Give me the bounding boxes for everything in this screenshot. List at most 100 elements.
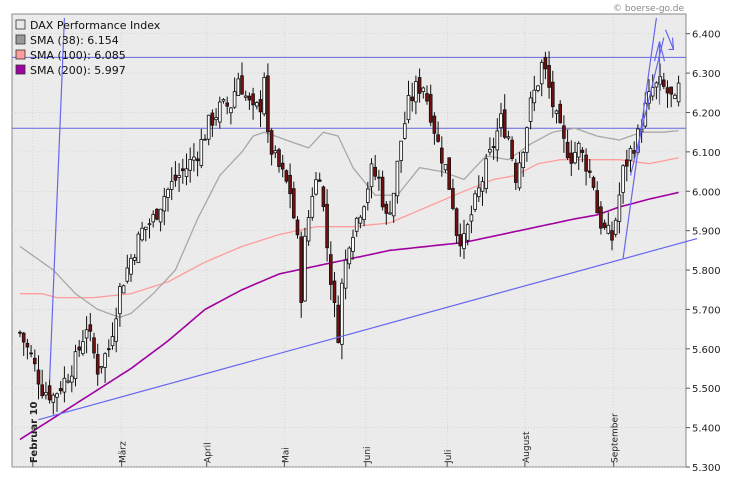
candle-body — [377, 176, 381, 179]
candle-body — [84, 329, 89, 339]
candle-body — [443, 164, 448, 171]
candle-body — [140, 227, 144, 241]
candle-body — [21, 332, 26, 343]
candle-body — [147, 223, 152, 226]
candle-body — [476, 187, 481, 198]
candle-body — [502, 109, 507, 138]
candle-body — [229, 107, 233, 114]
candle-body — [436, 134, 440, 142]
candle-body — [180, 168, 185, 172]
y-tick-label: 5.800 — [692, 266, 721, 277]
trend-lines — [38, 17, 698, 421]
candle-body — [606, 224, 611, 234]
candle-body — [33, 357, 37, 365]
candle-body — [506, 136, 511, 139]
candle-body — [188, 158, 193, 171]
candle-body — [484, 158, 488, 189]
candle-body — [676, 82, 681, 103]
candle-body — [232, 91, 237, 108]
y-tick-label: 5.500 — [692, 384, 721, 395]
candle-body — [665, 87, 670, 94]
candle-body — [118, 286, 122, 315]
y-tick-label: 6.300 — [692, 69, 721, 80]
candle-body — [254, 102, 259, 107]
candle-body — [55, 393, 59, 398]
candle-body — [184, 168, 189, 177]
candle-body — [158, 208, 163, 223]
candle-body — [195, 158, 200, 162]
candle-body — [543, 56, 548, 70]
candle-body — [536, 85, 540, 91]
candle-body — [166, 188, 170, 198]
x-month-label: Mai — [281, 447, 291, 463]
legend-label: SMA (38): 6.154 — [30, 34, 119, 47]
candle-body — [295, 219, 300, 236]
candle-body — [288, 174, 292, 195]
candle-body — [465, 224, 470, 241]
candle-body — [306, 217, 311, 242]
legend-swatch — [15, 34, 26, 45]
candle-body — [125, 267, 130, 282]
candle-body — [499, 113, 503, 128]
x-month-label: Juni — [363, 446, 373, 464]
candle-body — [273, 150, 278, 154]
candle-body — [625, 159, 629, 167]
candle-body — [266, 75, 270, 133]
legend-label: SMA (200): 5.997 — [30, 64, 126, 77]
candle-body — [129, 257, 133, 275]
candle-body — [399, 140, 403, 161]
candle-body — [162, 195, 167, 212]
candle-body — [269, 130, 274, 155]
y-tick-label: 6.200 — [692, 108, 721, 119]
candle-body — [262, 77, 266, 115]
candle-body — [347, 247, 352, 265]
candle-body — [558, 103, 562, 124]
candle-body — [613, 219, 618, 235]
candle-body — [410, 96, 414, 102]
candle-body — [406, 95, 411, 121]
candle-body — [92, 337, 96, 354]
arrow-up-icon — [653, 41, 666, 105]
candle-body — [488, 148, 492, 153]
candle-body — [662, 79, 666, 87]
candle-body — [510, 139, 514, 159]
candle-body — [669, 86, 673, 95]
candle-body — [480, 181, 485, 192]
candle-body — [277, 149, 281, 167]
x-month-label: September — [611, 413, 621, 463]
candle-body — [469, 214, 474, 222]
candle-body — [36, 369, 41, 385]
candle-body — [203, 138, 207, 141]
candles — [18, 51, 681, 415]
candle-body — [584, 154, 588, 172]
candle-body — [395, 160, 400, 197]
credit-text: © boerse-go.de — [613, 4, 684, 14]
candle-body — [70, 375, 74, 383]
candle-body — [325, 203, 329, 249]
candle-body — [551, 81, 555, 108]
candle-body — [539, 62, 544, 85]
candle-body — [314, 179, 318, 195]
candle-body — [177, 175, 181, 178]
candle-body — [280, 162, 285, 170]
candle-body — [214, 117, 218, 121]
candle-body — [428, 94, 433, 123]
trend-line — [49, 17, 65, 381]
x-month-label: Februar 10 — [29, 401, 40, 463]
candle-body — [243, 95, 248, 98]
legend-label: SMA (100): 6.085 — [30, 49, 126, 62]
candle-body — [599, 206, 603, 229]
candle-body — [658, 76, 662, 85]
candle-body — [562, 125, 566, 139]
y-tick-label: 5.700 — [692, 305, 721, 316]
candle-body — [591, 177, 596, 188]
candle-body — [554, 110, 559, 114]
candle-body — [532, 89, 537, 104]
candle-body — [491, 146, 496, 148]
candle-body — [210, 112, 215, 126]
candle-body — [447, 157, 451, 190]
candle-body — [573, 152, 577, 164]
candle-body — [365, 188, 370, 203]
candle-body — [77, 346, 82, 351]
candle-body — [155, 208, 159, 220]
